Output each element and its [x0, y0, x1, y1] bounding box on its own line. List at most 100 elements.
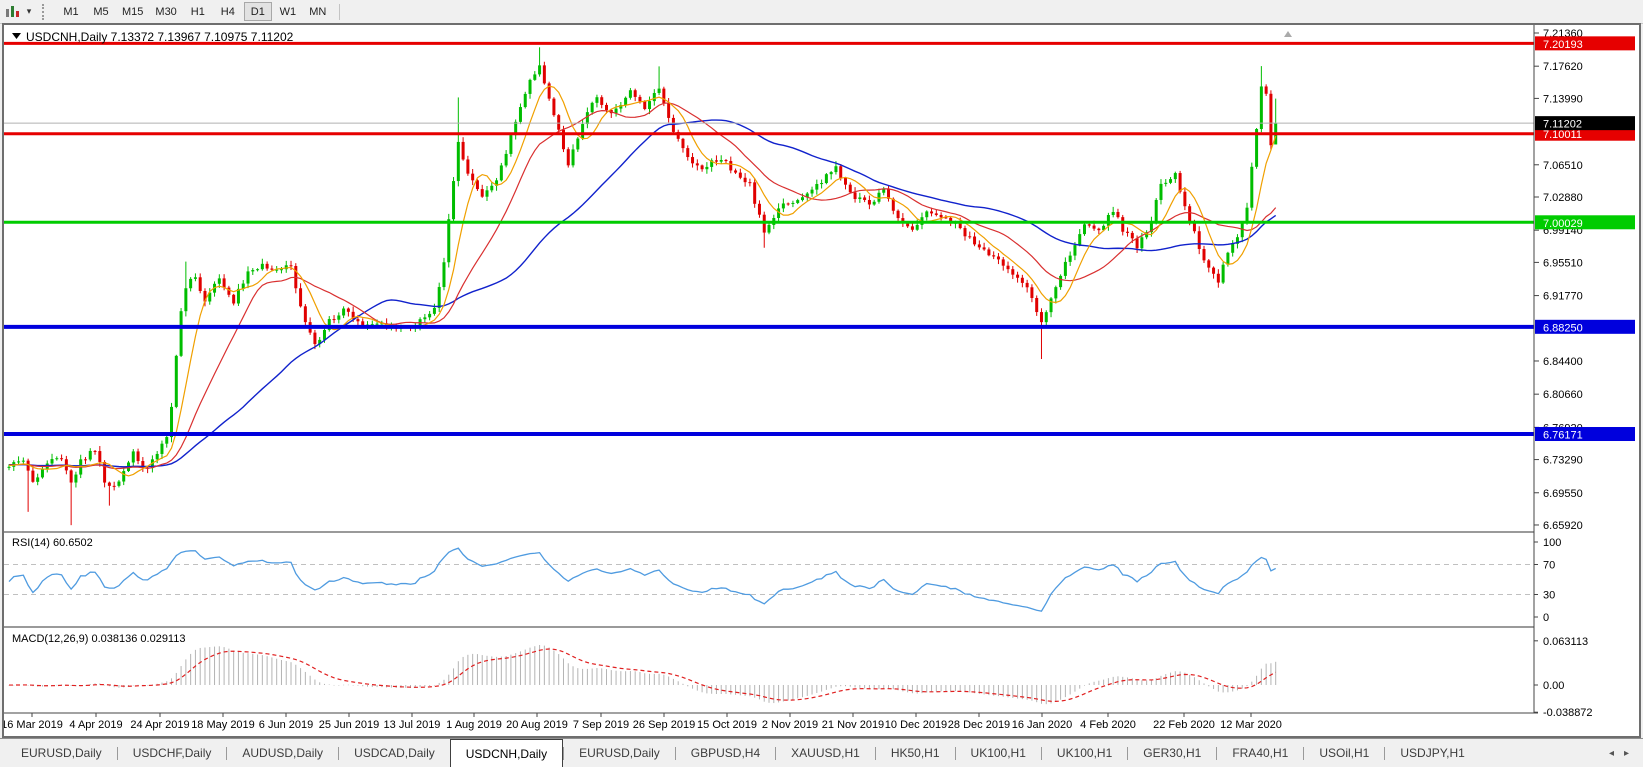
candle	[590, 102, 594, 113]
tab-eurusd-daily[interactable]: EURUSD,Daily	[21, 746, 102, 760]
tab-fra40-h1[interactable]: FRA40,H1	[1232, 746, 1289, 760]
panel-separator[interactable]	[4, 531, 1534, 533]
macd-bar	[763, 685, 765, 702]
chart-type-icon[interactable]	[2, 3, 22, 21]
current-price-badge[interactable]: 7.11202	[1535, 116, 1635, 131]
candle	[1035, 297, 1039, 313]
price-badge-7.20193[interactable]: 7.20193	[1535, 36, 1635, 51]
macd-bar	[357, 685, 359, 686]
candle	[714, 160, 718, 162]
price-badge-6.76171[interactable]: 6.76171	[1535, 427, 1635, 442]
macd-bar	[653, 673, 655, 685]
candle	[777, 208, 781, 218]
toolbar-grip-handle[interactable]	[42, 3, 48, 20]
rsi-line	[8, 547, 1276, 612]
candle	[1183, 191, 1187, 207]
price-badge-6.88250[interactable]: 6.88250	[1535, 319, 1635, 335]
candle	[480, 189, 484, 197]
timeframe-button-m30[interactable]: M30	[150, 2, 181, 21]
date-tick-label: 16 Mar 2019	[4, 719, 63, 731]
chart-tabs: EURUSD,Daily USDCHF,Daily AUDUSD,Daily USDC…	[0, 739, 1595, 767]
tab-uk100-h1[interactable]: UK100,H1	[970, 746, 1026, 760]
timeframe-button-h4[interactable]: H4	[214, 2, 242, 21]
macd-bar	[94, 683, 96, 685]
macd-bar	[548, 647, 550, 685]
tab-scroll-right-icon[interactable]: ▸	[1623, 747, 1629, 759]
macd-bar	[1246, 685, 1248, 687]
chart-shift-marker[interactable]	[1284, 31, 1292, 37]
macd-bar	[371, 685, 373, 687]
rsi-panel[interactable]	[4, 547, 1534, 612]
macd-bar	[534, 646, 536, 685]
candle	[7, 466, 11, 468]
macd-bar	[687, 685, 689, 687]
candle	[1130, 232, 1134, 239]
timeframe-button-m1[interactable]: M1	[57, 2, 85, 21]
timeframe-button-h1[interactable]: H1	[184, 2, 212, 21]
macd-panel[interactable]	[8, 644, 1277, 705]
date-tick-label: 21 Nov 2019	[822, 719, 884, 731]
candle	[1145, 232, 1149, 238]
candle	[518, 107, 522, 122]
price-chart-canvas[interactable]: USDCNH,Daily 7.13372 7.13967 7.10975 7.1…	[4, 25, 1639, 736]
candles-layer[interactable]	[7, 47, 1278, 526]
tab-usdjpy-h1[interactable]: USDJPY,H1	[1400, 746, 1465, 760]
macd-bar	[27, 685, 29, 686]
macd-bar	[1222, 685, 1224, 693]
macd-bar	[711, 685, 713, 694]
candle	[657, 88, 661, 94]
price-badge-7.10011[interactable]: 7.10011	[1535, 126, 1635, 142]
tab-usdchf-daily[interactable]: USDCHF,Daily	[132, 746, 212, 760]
svg-text:7.20193: 7.20193	[1543, 39, 1583, 51]
macd-bar	[190, 653, 192, 685]
macd-bar	[1165, 674, 1167, 685]
tab-divider	[1384, 746, 1386, 760]
tab-usoil-h1[interactable]: USOil,H1	[1319, 746, 1370, 760]
candle	[1054, 287, 1058, 299]
tab-usdcnh-daily[interactable]: USDCNH,Daily	[449, 739, 564, 767]
candle	[303, 306, 307, 323]
timeframe-button-m5[interactable]: M5	[87, 2, 115, 21]
candle	[36, 477, 40, 482]
candle	[1030, 287, 1034, 298]
tab-uk100-h1[interactable]: UK100,H1	[1056, 746, 1113, 760]
macd-bar	[1193, 677, 1195, 685]
macd-bar	[99, 683, 101, 685]
tab-ger30-h1[interactable]: GER30,H1	[1143, 746, 1202, 760]
candle	[681, 138, 685, 149]
macd-bar	[978, 685, 980, 694]
candle	[170, 406, 174, 438]
timeframe-button-mn[interactable]: MN	[304, 2, 332, 21]
candle	[375, 323, 379, 325]
timeframe-button-d1[interactable]: D1	[243, 2, 272, 21]
tab-eurusd-daily[interactable]: EURUSD,Daily	[579, 746, 660, 760]
candle	[1235, 237, 1239, 244]
candle	[1121, 217, 1125, 232]
macd-bar	[773, 685, 775, 704]
price-badge-7.00029[interactable]: 7.00029	[1535, 215, 1635, 230]
macd-bar	[1031, 685, 1033, 701]
macd-bar	[271, 657, 273, 685]
candle	[279, 269, 283, 271]
timeframe-button-m15[interactable]: M15	[117, 2, 148, 21]
macd-bar	[610, 670, 612, 685]
tab-audusd-daily[interactable]: AUDUSD,Daily	[242, 746, 324, 760]
timeframe-button-w1[interactable]: W1	[274, 2, 302, 21]
dropdown-caret-icon[interactable]: ▾	[26, 6, 32, 16]
tab-usdcad-daily[interactable]: USDCAD,Daily	[354, 746, 435, 760]
macd-bar	[1227, 685, 1229, 693]
symbol-dropdown-icon[interactable]	[12, 33, 21, 39]
candle	[284, 265, 288, 270]
tab-hk50-h1[interactable]: HK50,H1	[890, 746, 940, 760]
tab-xauusd-h1[interactable]: XAUUSD,H1	[791, 746, 860, 760]
tab-gbpusd-h4[interactable]: GBPUSD,H4	[690, 746, 761, 760]
candle	[1126, 231, 1130, 233]
panel-separator[interactable]	[4, 626, 1534, 628]
macd-bar	[1251, 681, 1253, 685]
tab-scroll-left-icon[interactable]: ◂	[1608, 747, 1614, 759]
date-tick-label: 20 Aug 2019	[506, 719, 568, 731]
candle	[437, 287, 441, 308]
macd-bar	[280, 660, 282, 685]
macd-bar	[295, 664, 297, 685]
main-price-panel[interactable]	[4, 41, 1534, 526]
